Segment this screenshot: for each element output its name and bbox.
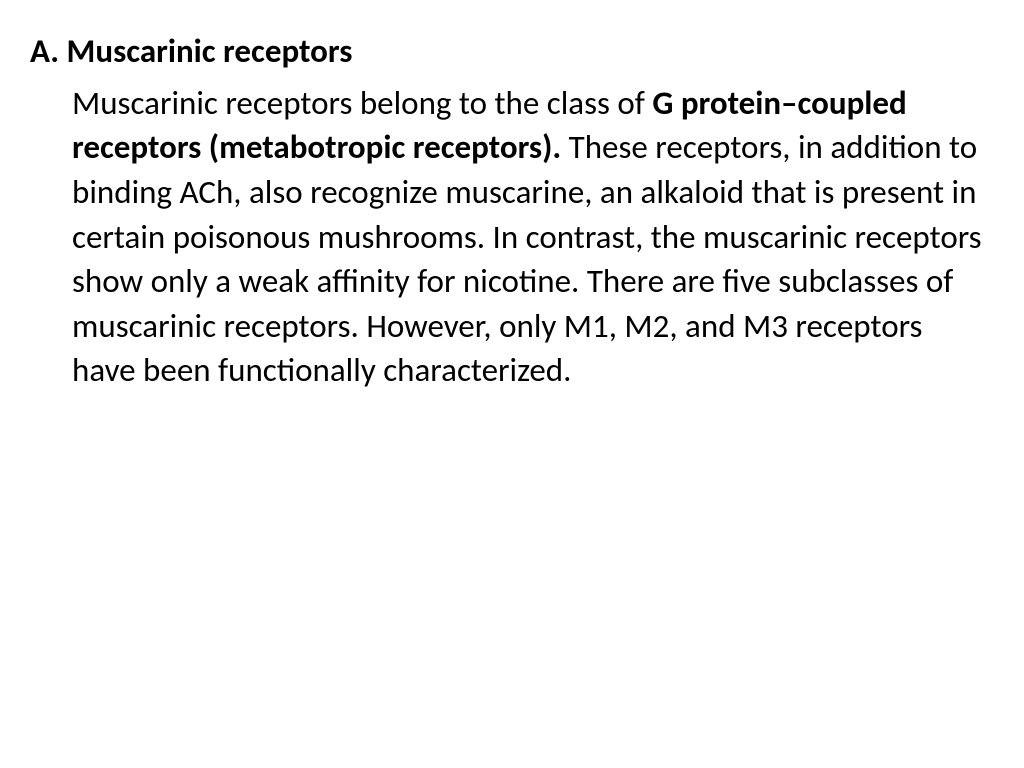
section-heading: A. Muscarinic receptors (30, 30, 984, 73)
section-body: Muscarinic receptors belong to the class… (30, 81, 984, 393)
body-text-part1: Muscarinic receptors belong to the class… (72, 83, 652, 123)
